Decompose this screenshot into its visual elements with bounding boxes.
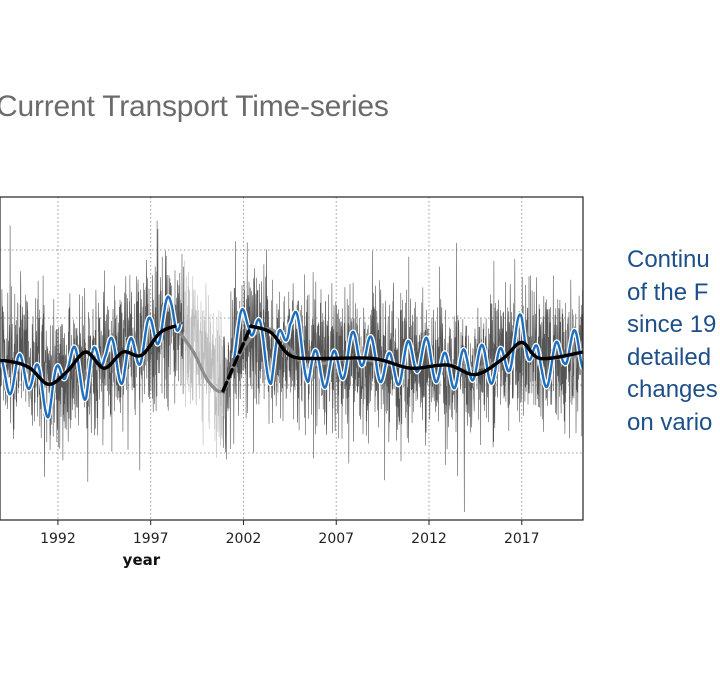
raw-series-segment	[222, 241, 583, 513]
x-tick-label: 1997	[133, 531, 169, 547]
x-axis-label: year	[123, 551, 161, 569]
band-series	[0, 294, 583, 420]
smooth-series-line	[0, 324, 177, 386]
band-series-line	[0, 295, 182, 419]
smooth-series-line	[249, 324, 583, 377]
side-text-line: since 19	[627, 311, 717, 338]
smooth-series	[0, 324, 583, 393]
side-text-line: on vario	[627, 408, 713, 436]
slide-title: Current Transport Time-series	[0, 90, 389, 123]
plot-frame	[0, 196, 584, 521]
band-series-line	[233, 307, 583, 390]
side-text: Continu of the F since 19 detailed changes on…	[627, 244, 718, 439]
side-text-line: Continu	[627, 246, 710, 273]
x-tick-label: 2002	[226, 531, 262, 547]
x-tick-label: 2017	[504, 531, 540, 547]
x-tick-label: 2007	[318, 531, 354, 547]
raw-series-gap-segment	[183, 260, 224, 459]
smooth-series-dashed-line	[221, 324, 253, 393]
x-tick-label: 2012	[411, 531, 447, 547]
side-text-line: of the F	[627, 278, 709, 306]
x-tick-label: 1992	[40, 531, 76, 547]
side-text-line: changes	[627, 376, 718, 403]
x-ticks: 1992 1997 2002 2007 2012 2017	[40, 520, 540, 547]
side-text-line: detailed	[627, 343, 712, 371]
